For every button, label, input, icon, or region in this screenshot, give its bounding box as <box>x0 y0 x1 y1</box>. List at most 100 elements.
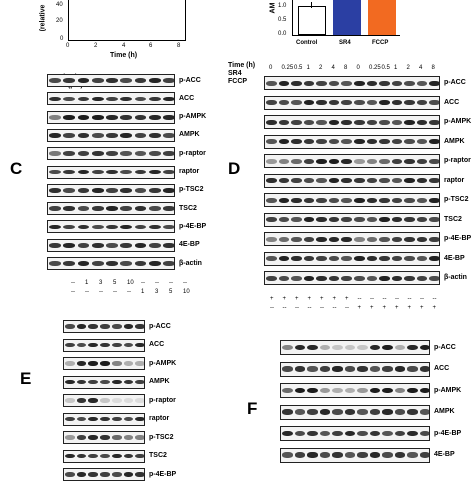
blot-band <box>341 256 352 262</box>
blot-strip <box>63 338 145 352</box>
fccp-value: -- <box>113 289 117 295</box>
blot-band <box>76 361 87 366</box>
blot-band <box>379 100 390 106</box>
blot-band <box>64 472 75 477</box>
blot-band <box>123 398 134 403</box>
blot-band <box>100 472 110 477</box>
blot-band <box>77 133 90 138</box>
blot-band <box>407 430 418 437</box>
blot-label: p-raptor <box>149 396 176 404</box>
blot-band <box>106 133 118 138</box>
blot-band <box>303 139 315 145</box>
blot-band <box>123 435 134 440</box>
blot-band <box>91 206 104 211</box>
blot-band <box>49 133 61 138</box>
blot-band <box>111 342 122 348</box>
blot-label: β-actin <box>444 274 467 281</box>
sr4-value: 3 <box>99 280 103 286</box>
blot-label: p-4E-BP <box>149 470 177 478</box>
blot-band <box>366 100 378 106</box>
blot-band <box>88 435 99 440</box>
blot-band <box>77 206 90 211</box>
blot-band <box>135 472 144 477</box>
blot-band <box>319 409 330 415</box>
error-bar <box>311 2 312 8</box>
blot-band <box>278 236 290 242</box>
blot-band <box>319 430 330 437</box>
blot-band <box>100 398 110 403</box>
sr4-value: -- <box>357 296 362 302</box>
blot-band <box>328 197 340 203</box>
blot-band <box>391 119 403 125</box>
blot-band <box>391 197 403 203</box>
blot-band <box>266 236 277 242</box>
blot-band <box>407 344 418 351</box>
blot-band <box>64 416 75 422</box>
blot-band <box>307 344 318 351</box>
blot-band <box>88 324 99 329</box>
sr4-value: -- <box>395 296 399 302</box>
blot-band <box>354 100 365 106</box>
blot-band <box>123 324 134 329</box>
blot-band <box>148 206 161 211</box>
blot-band <box>379 139 390 145</box>
sr4-value: + <box>332 296 337 302</box>
blot-band <box>341 217 352 223</box>
blot-band <box>100 416 110 422</box>
blot-band <box>404 119 415 125</box>
time-value: 0 <box>356 65 360 71</box>
blot-band <box>419 452 429 458</box>
blot-band <box>63 96 76 102</box>
blot-band <box>429 197 439 203</box>
y-tick-label: 1.0 <box>278 3 287 9</box>
sr4-value: -- <box>141 280 145 286</box>
blot-strip <box>47 110 175 124</box>
blot-band <box>332 430 343 437</box>
blot-band <box>316 256 327 262</box>
blot-band <box>429 80 439 86</box>
panel-d-letter: D <box>228 159 241 178</box>
blot-band <box>135 342 144 348</box>
blot-label: TSC2 <box>179 204 197 212</box>
time-value: 4 <box>419 65 423 71</box>
blot-band <box>391 256 403 262</box>
blot-band <box>123 342 134 348</box>
sr4-value: -- <box>382 296 387 302</box>
blot-strip <box>264 76 440 90</box>
blot-band <box>63 133 76 138</box>
time-value: 8 <box>431 65 435 71</box>
blot-band <box>111 453 122 459</box>
blot-band <box>382 366 393 372</box>
blot-band <box>49 242 61 248</box>
blot-band <box>88 379 99 385</box>
blot-band <box>316 119 327 125</box>
blot-band <box>416 197 428 203</box>
sr4-value: + <box>307 296 312 302</box>
x-tick-label: 0 <box>66 43 70 49</box>
sr4-value: -- <box>432 296 437 302</box>
bar-sr4 <box>333 0 361 35</box>
blot-band <box>328 256 340 262</box>
blot-band <box>111 379 122 385</box>
blot-band <box>111 398 122 403</box>
blot-band <box>328 178 340 184</box>
blot-band <box>307 387 318 394</box>
blot-band <box>332 387 343 394</box>
blot-band <box>332 366 343 372</box>
blot-band <box>76 398 87 403</box>
blot-strip <box>264 115 440 129</box>
blot-band <box>63 78 76 83</box>
blot-band <box>379 256 390 262</box>
blot-band <box>294 452 305 458</box>
sr4-value: -- <box>183 280 187 286</box>
blot-band <box>106 242 118 248</box>
y-tick-label: 0.0 <box>278 31 287 37</box>
blot-strip <box>63 375 145 389</box>
blot-band <box>419 366 429 372</box>
blot-band <box>341 158 352 164</box>
blot-strip <box>264 95 440 110</box>
category-label: FCCP <box>372 40 389 46</box>
blot-band <box>328 139 340 145</box>
blot-band <box>148 242 161 248</box>
blot-band <box>135 324 144 329</box>
